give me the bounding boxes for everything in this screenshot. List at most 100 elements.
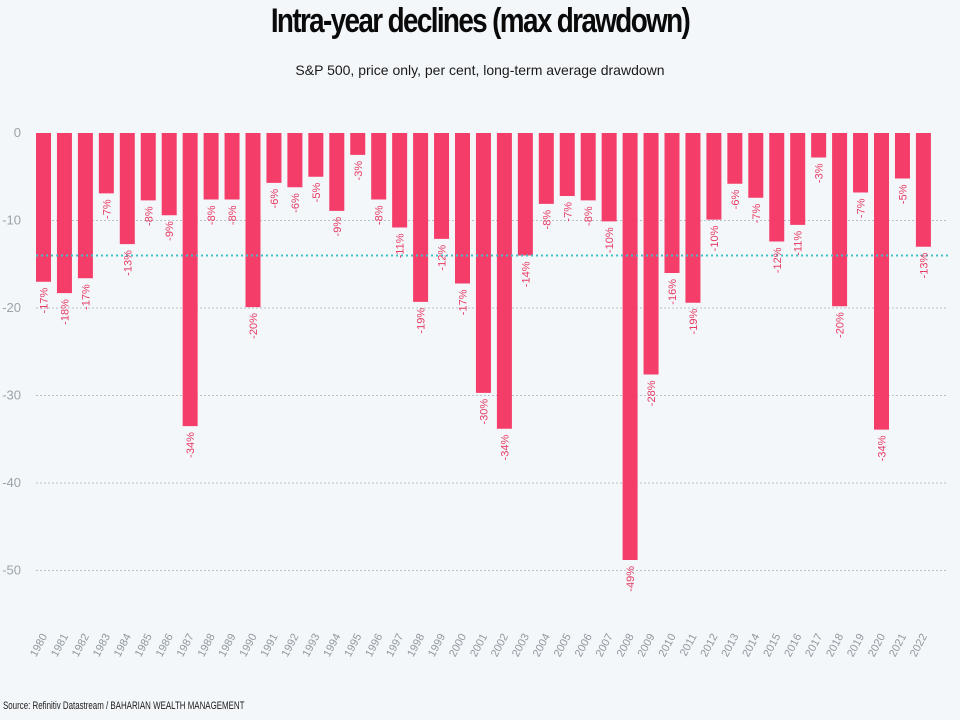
year-label: 2016 — [782, 632, 804, 659]
bar-2001 — [475, 133, 491, 393]
value-label: -19% — [688, 309, 700, 335]
chart-subtitle: S&P 500, price only, per cent, long-term… — [295, 62, 665, 78]
bar-2021 — [894, 133, 910, 179]
bar-1998 — [413, 133, 429, 302]
year-label: 2018 — [824, 632, 846, 659]
year-label: 2011 — [678, 632, 700, 659]
y-tick-label: 0 — [14, 125, 21, 140]
bar-1987 — [182, 133, 198, 427]
year-label: 2006 — [573, 632, 595, 659]
year-label: 1990 — [238, 632, 260, 659]
year-label: 1986 — [154, 632, 176, 659]
year-label: 1988 — [196, 632, 218, 659]
year-label: 1983 — [91, 632, 113, 659]
value-label: -14% — [520, 261, 532, 287]
y-tick-label: -30 — [2, 388, 21, 403]
value-label: -7% — [101, 199, 113, 219]
value-label: -34% — [877, 435, 889, 461]
year-label: 2004 — [531, 632, 553, 659]
year-label: 1997 — [384, 632, 406, 659]
year-label: 2000 — [447, 632, 469, 659]
bar-1991 — [266, 133, 282, 183]
bar-2017 — [811, 133, 827, 158]
bar-1994 — [329, 133, 345, 211]
chart-title: Intra-year declines (max drawdown) — [270, 2, 691, 40]
value-label: -49% — [625, 566, 637, 592]
value-label: -8% — [227, 205, 239, 225]
value-label: -13% — [122, 250, 134, 276]
bars — [36, 133, 931, 560]
year-label: 1984 — [112, 632, 134, 659]
bar-1984 — [119, 133, 135, 245]
bar-2007 — [601, 133, 617, 222]
year-label: 1981 — [49, 632, 71, 659]
bar-2008 — [622, 133, 638, 560]
bar-2014 — [748, 133, 764, 198]
value-label: -8% — [143, 206, 155, 226]
value-label: -12% — [437, 245, 449, 271]
year-label: 2019 — [845, 632, 867, 659]
value-label: -10% — [604, 227, 616, 253]
year-label: 2007 — [594, 632, 616, 659]
value-label: -13% — [918, 253, 930, 279]
value-label: -10% — [709, 225, 721, 251]
bar-2009 — [643, 133, 659, 375]
value-label: -17% — [458, 289, 470, 315]
year-label: 2010 — [657, 632, 679, 659]
year-label: 2001 — [468, 632, 490, 659]
bar-1993 — [308, 133, 324, 177]
value-label: -34% — [185, 432, 197, 458]
value-label: -19% — [416, 308, 428, 334]
bar-1983 — [98, 133, 114, 194]
bar-2012 — [706, 133, 722, 220]
value-label: -3% — [814, 163, 826, 183]
value-label: -11% — [395, 233, 407, 258]
year-label: 1987 — [175, 632, 197, 659]
value-label: -28% — [646, 380, 658, 406]
bar-1982 — [77, 133, 93, 279]
value-label: -17% — [39, 288, 51, 314]
year-label: 2002 — [489, 632, 511, 659]
value-label: -30% — [478, 399, 490, 425]
value-label: -3% — [353, 161, 365, 181]
value-label: -6% — [730, 190, 742, 210]
value-label: -6% — [290, 193, 302, 213]
source-note: Source: Refinitiv Datastream / BAHARIAN … — [3, 700, 245, 712]
value-label: -17% — [80, 284, 92, 310]
bar-1980 — [36, 133, 51, 282]
value-label: -5% — [311, 183, 323, 203]
year-label: 2021 — [887, 632, 909, 659]
bar-2013 — [727, 133, 743, 184]
y-tick-label: -50 — [2, 563, 21, 578]
year-label: 2014 — [740, 632, 762, 659]
value-label: -20% — [248, 313, 260, 339]
value-label: -20% — [835, 312, 847, 338]
year-labels: 1980198119821983198419851986198719881989… — [28, 632, 930, 659]
value-label: -9% — [332, 217, 344, 237]
value-label: -5% — [897, 184, 909, 204]
value-label: -8% — [206, 205, 218, 225]
bar-1989 — [224, 133, 240, 200]
year-label: 1993 — [300, 632, 322, 659]
bar-1988 — [203, 133, 219, 200]
bar-2000 — [455, 133, 470, 284]
bar-2018 — [832, 133, 848, 307]
year-label: 1999 — [426, 632, 448, 659]
year-label: 1980 — [28, 632, 50, 659]
year-label: 2015 — [761, 632, 783, 659]
value-label: -7% — [856, 198, 868, 218]
year-label: 2003 — [510, 632, 532, 659]
year-label: 1989 — [217, 632, 239, 659]
year-label: 1998 — [405, 632, 427, 659]
value-label: -16% — [667, 279, 679, 305]
year-label: 1992 — [279, 632, 301, 659]
value-label: -7% — [751, 204, 763, 224]
bar-2019 — [853, 133, 869, 193]
value-label: -8% — [541, 210, 553, 230]
year-label: 2020 — [866, 632, 888, 659]
year-label: 2009 — [636, 632, 658, 659]
bar-2020 — [874, 133, 889, 430]
bar-2004 — [538, 133, 554, 204]
year-label: 2013 — [719, 632, 741, 659]
